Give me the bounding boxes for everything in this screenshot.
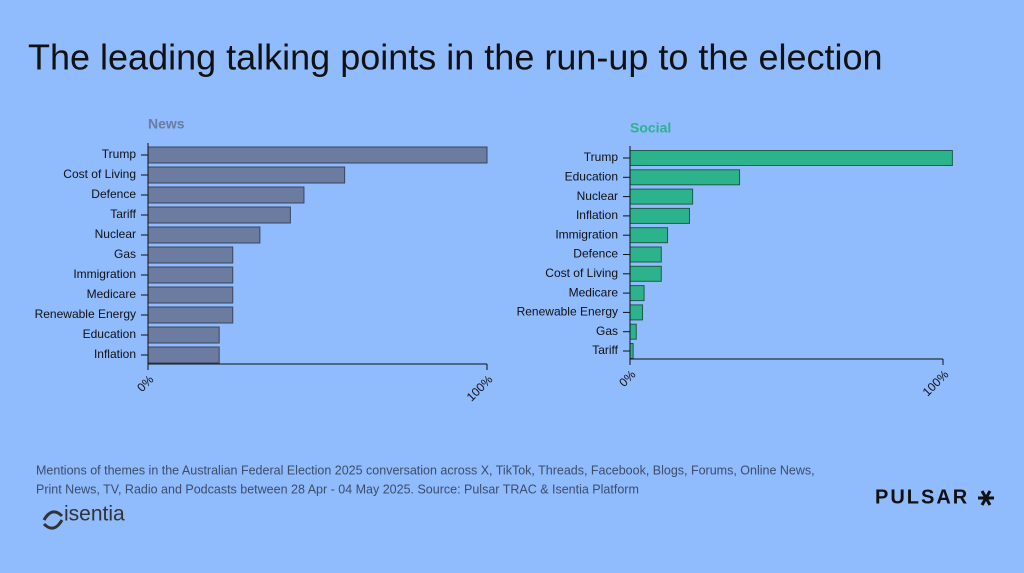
bar xyxy=(147,286,234,304)
bar xyxy=(629,285,645,302)
y-tick-label: Gas xyxy=(596,324,618,338)
footnote: Print News, TV, Radio and Podcasts betwe… xyxy=(36,482,639,496)
bar xyxy=(629,169,741,186)
bar xyxy=(629,227,669,244)
bar xyxy=(629,246,662,263)
bar xyxy=(147,306,234,324)
y-tick-label: Nuclear xyxy=(577,189,618,203)
bar xyxy=(629,207,690,224)
y-tick-label: Defence xyxy=(573,247,618,261)
y-tick-label: Inflation xyxy=(94,347,136,361)
logo-icon xyxy=(42,510,64,530)
y-tick-label: Immigration xyxy=(555,227,618,241)
bar xyxy=(147,206,291,224)
bar xyxy=(147,326,220,344)
bar xyxy=(629,304,644,321)
y-tick-label: Medicare xyxy=(569,285,619,299)
logo-icon xyxy=(978,490,994,506)
y-tick-label: Trump xyxy=(584,150,619,164)
y-tick-label: Gas xyxy=(114,247,136,261)
bar xyxy=(147,226,261,244)
chart-title: News xyxy=(148,116,185,132)
bar xyxy=(629,150,953,166)
logo-text: isentia xyxy=(64,503,125,526)
y-tick-label: Nuclear xyxy=(95,227,136,241)
bar xyxy=(147,166,346,184)
chart: Social Trump Education Nuclear Inflation Immi… xyxy=(517,120,953,399)
y-tick-label: Renewable Energy xyxy=(517,305,618,319)
pulsar-logo: PULSAR xyxy=(875,486,994,508)
bar xyxy=(629,265,662,282)
y-tick-label: Immigration xyxy=(73,267,136,281)
y-tick-label: Education xyxy=(565,169,618,183)
bar xyxy=(147,346,220,364)
y-tick-label: Trump xyxy=(102,147,137,161)
chart-title: Social xyxy=(630,120,671,136)
y-tick-label: Tariff xyxy=(110,207,136,221)
y-tick-label: Defence xyxy=(91,187,136,201)
bar xyxy=(147,246,234,264)
bar xyxy=(629,188,694,205)
y-tick-label: Tariff xyxy=(592,343,618,357)
y-tick-label: Medicare xyxy=(87,287,137,301)
y-tick-label: Inflation xyxy=(576,208,618,222)
y-tick-label: Renewable Energy xyxy=(35,307,136,321)
page-title: The leading talking points in the run-up… xyxy=(28,37,883,78)
bar xyxy=(147,266,234,284)
y-tick-label: Education xyxy=(83,327,136,341)
y-tick-label: Cost of Living xyxy=(545,266,618,280)
y-tick-label: Cost of Living xyxy=(63,167,136,181)
logo-text: PULSAR xyxy=(875,486,969,508)
bar xyxy=(147,146,488,164)
bar xyxy=(629,323,637,340)
bar xyxy=(147,186,305,204)
isentia-logo: isentia xyxy=(42,503,125,530)
footnote: Mentions of themes in the Australian Fed… xyxy=(36,463,815,477)
